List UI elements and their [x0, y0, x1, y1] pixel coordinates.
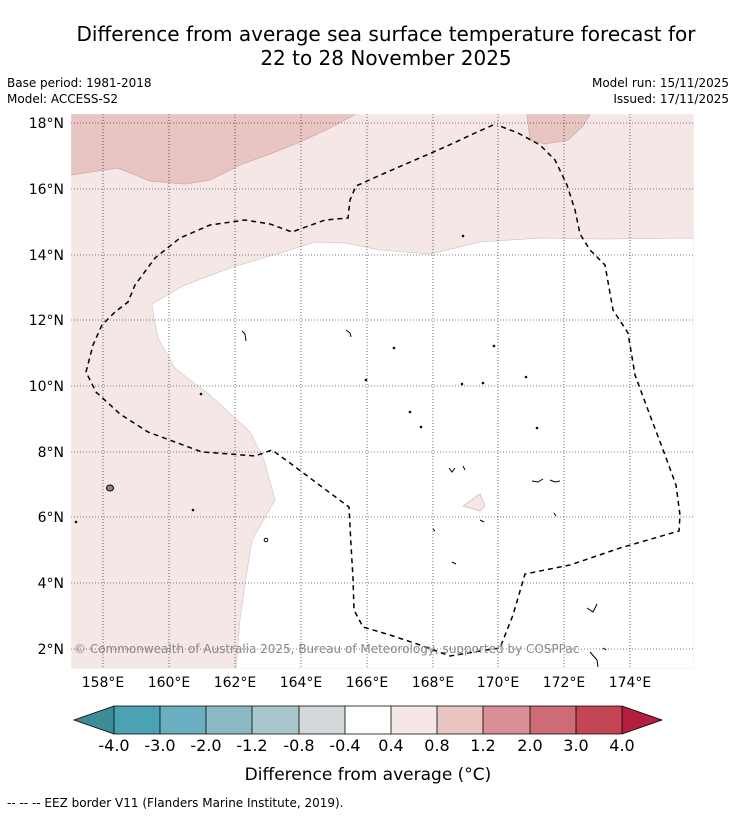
- eez-legend: -- -- -- EEZ border V11 (Flanders Marine…: [7, 796, 344, 810]
- colorbar-segment: [437, 706, 483, 734]
- colorbar-upper-extension: [622, 706, 662, 734]
- islands: [74, 234, 607, 668]
- plot-area: © Commonwealth of Australia 2025, Bureau…: [71, 114, 694, 669]
- colorbar-segment: [576, 706, 622, 734]
- lon-axis: 158°E 160°E 162°E 164°E 166°E 168°E 170°…: [82, 675, 652, 691]
- colorbar-tick: -3.0: [144, 736, 175, 755]
- colorbar-tick: 1.2: [470, 736, 495, 755]
- plot-frame: [70, 113, 695, 670]
- title-line-2: 22 to 28 November 2025: [260, 46, 512, 70]
- colorbar-segment: [483, 706, 530, 734]
- eez-border: [85, 124, 681, 657]
- colorbar-tick: -4.0: [98, 736, 129, 755]
- colorbar-segment: [160, 706, 206, 734]
- gridlines: [71, 114, 694, 669]
- title-line-1: Difference from average sea surface temp…: [76, 22, 696, 46]
- colorbar-segment: [391, 706, 437, 734]
- colorbar-segment: [299, 706, 345, 734]
- lat-label: 18°N: [29, 116, 64, 132]
- lat-label: 4°N: [38, 576, 64, 592]
- colorbar-segment: [530, 706, 576, 734]
- colorbar-dividers: [113, 706, 623, 734]
- anomaly-neutral-region: [151, 237, 694, 669]
- lat-label: 10°N: [29, 379, 64, 395]
- colorbar-tick: 4.0: [609, 736, 634, 755]
- colorbar-tick: 0.4: [378, 736, 403, 755]
- colorbar-lower-extension: [74, 706, 114, 734]
- lon-label: 168°E: [412, 675, 455, 691]
- colorbar-tick: -0.4: [329, 736, 360, 755]
- lon-label: 160°E: [148, 675, 191, 691]
- lon-label: 162°E: [214, 675, 257, 691]
- lat-label: 2°N: [38, 642, 64, 658]
- copyright-text: © Commonwealth of Australia 2025, Bureau…: [74, 642, 579, 656]
- lon-label: 172°E: [543, 675, 586, 691]
- lat-label: 16°N: [29, 182, 64, 198]
- colorbar: -4.0 -3.0 -2.0 -1.2 -0.8 -0.4 0.4 0.8 1.…: [72, 705, 664, 785]
- base-period: Base period: 1981-2018: [7, 76, 152, 90]
- colorbar-tick: 0.8: [424, 736, 449, 755]
- colorbar-tick: -1.2: [236, 736, 267, 755]
- colorbar-tick: 2.0: [517, 736, 542, 755]
- lat-label: 12°N: [29, 313, 64, 329]
- issued-date: Issued: 17/11/2025: [613, 92, 729, 106]
- colorbar-title: Difference from average (°C): [245, 765, 492, 785]
- colorbar-segment: [206, 706, 252, 734]
- lon-label: 174°E: [609, 675, 652, 691]
- colorbar-segment: [114, 706, 160, 734]
- colorbar-segment: [345, 706, 391, 734]
- map-title: Difference from average sea surface temp…: [40, 22, 732, 70]
- model-run: Model run: 15/11/2025: [591, 76, 729, 90]
- lat-label: 14°N: [29, 248, 64, 264]
- lon-label: 158°E: [82, 675, 125, 691]
- lon-label: 170°E: [477, 675, 520, 691]
- lon-label: 166°E: [346, 675, 389, 691]
- colorbar-tick: -0.8: [283, 736, 314, 755]
- lat-label: 6°N: [38, 510, 64, 526]
- lat-axis: 18°N 16°N 14°N 12°N 10°N 8°N 6°N 4°N 2°N: [29, 116, 64, 658]
- anomaly-fill-0.8-1.2-west: [71, 114, 357, 185]
- colorbar-segment: [252, 706, 299, 734]
- anomaly-small-patch: [462, 493, 486, 512]
- model-name: Model: ACCESS-S2: [7, 92, 119, 106]
- meta-left: Base period: 1981-2018 Model: ACCESS-S2: [7, 75, 152, 107]
- meta-right: Model run: 15/11/2025 Issued: 17/11/2025: [592, 75, 729, 107]
- lat-label: 8°N: [38, 445, 64, 461]
- lon-label: 164°E: [280, 675, 323, 691]
- colorbar-tick: 3.0: [563, 736, 588, 755]
- colorbar-tick: -2.0: [190, 736, 221, 755]
